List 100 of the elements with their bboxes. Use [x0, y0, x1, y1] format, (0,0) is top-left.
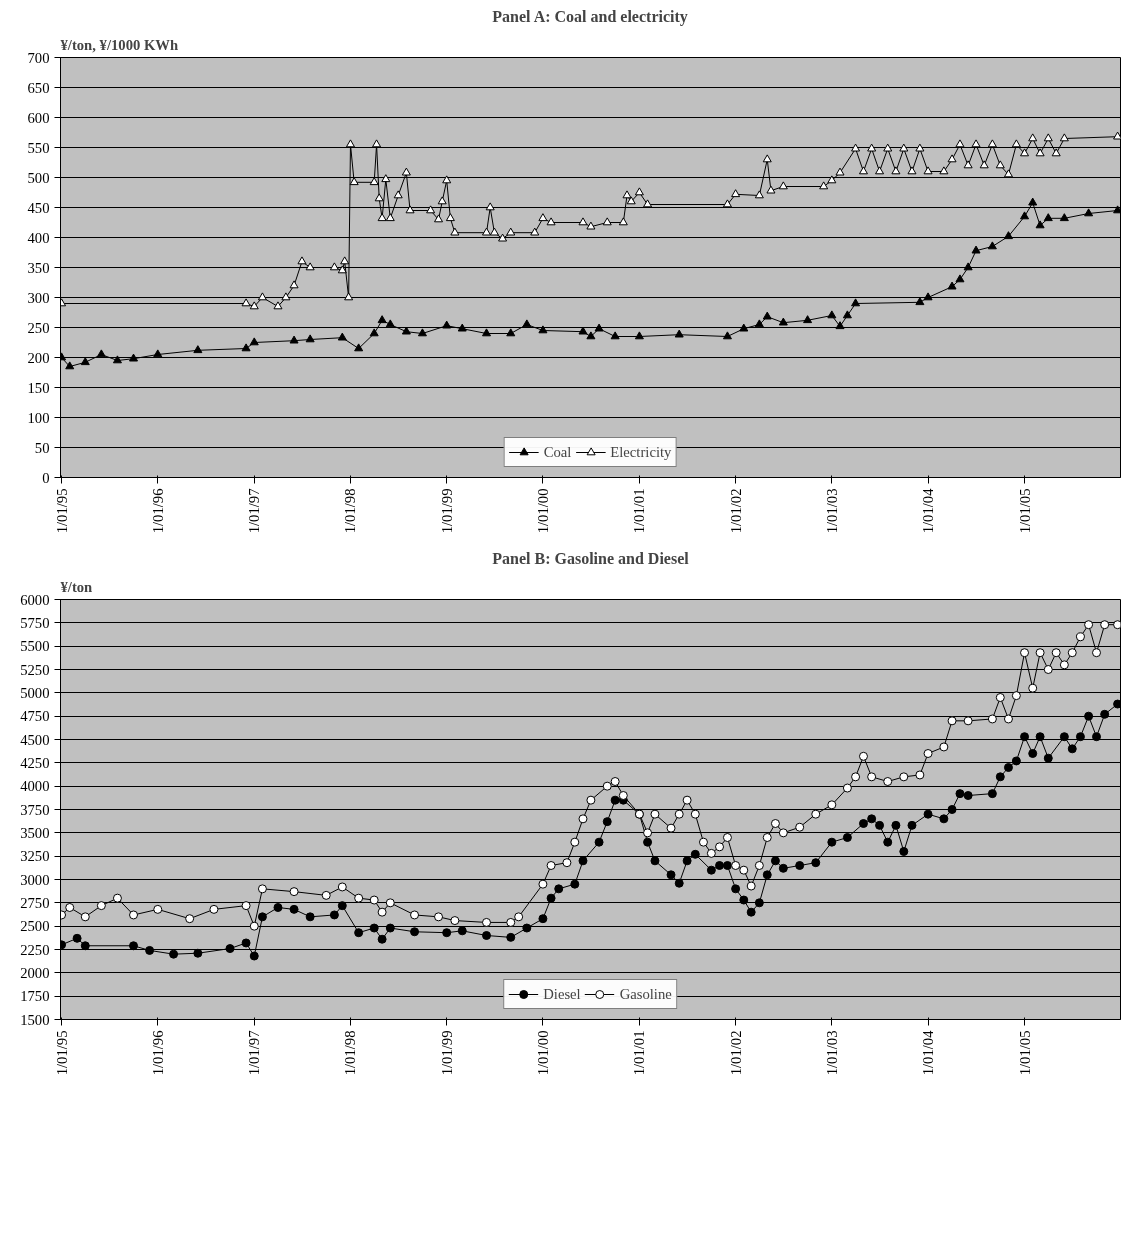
- x-tick-label: 1/01/97: [246, 1030, 263, 1076]
- point: [241, 343, 251, 352]
- y-tick-label: 0: [42, 469, 50, 486]
- point: [129, 353, 139, 362]
- point: [1035, 220, 1045, 229]
- y-axis-title: ¥/ton, ¥/1000 KWh: [60, 36, 179, 53]
- point: [778, 317, 788, 326]
- y-tick-label: 50: [34, 439, 50, 456]
- point: [112, 355, 122, 364]
- point: [289, 335, 299, 344]
- y-tick-label: 1750: [20, 988, 50, 1005]
- y-axis-title: ¥/ton: [60, 578, 93, 595]
- point: [193, 345, 203, 354]
- x-tick-label: 1/01/04: [920, 487, 937, 534]
- point: [634, 331, 644, 340]
- point: [354, 343, 364, 352]
- y-tick-label: 3000: [20, 871, 50, 888]
- y-tick-label: 2500: [20, 918, 50, 935]
- point: [610, 331, 620, 340]
- point: [369, 328, 379, 337]
- point: [457, 323, 467, 332]
- point: [987, 241, 997, 250]
- chart-title: Panel A: Coal and electricity: [492, 7, 688, 26]
- y-tick-label: 5250: [20, 661, 50, 678]
- y-tick-label: 400: [27, 229, 50, 246]
- point: [96, 349, 106, 358]
- y-tick-label: 2000: [20, 964, 50, 981]
- y-tick-label: 150: [27, 379, 50, 396]
- y-tick-label: 2250: [20, 941, 50, 958]
- point: [955, 274, 965, 283]
- point: [722, 331, 732, 340]
- legend-label: Electricity: [610, 443, 672, 461]
- point: [947, 281, 957, 290]
- point: [586, 331, 596, 340]
- x-tick-label: 1/01/99: [438, 488, 455, 534]
- x-tick-label: 1/01/98: [342, 488, 359, 534]
- legend-label: Coal: [543, 443, 572, 461]
- point: [1084, 208, 1094, 217]
- x-tick-label: 1/01/97: [246, 488, 263, 534]
- point: [803, 315, 813, 324]
- y-tick-label: 3250: [20, 848, 50, 865]
- y-tick-label: 4000: [20, 778, 50, 795]
- x-tick-label: 1/01/03: [823, 1030, 840, 1076]
- point: [1043, 213, 1053, 222]
- y-tick-label: 600: [27, 109, 50, 126]
- point: [153, 349, 163, 358]
- y-tick-label: 1500: [20, 1011, 50, 1028]
- point: [674, 329, 684, 338]
- point: [923, 292, 933, 301]
- point: [594, 323, 604, 332]
- point: [915, 297, 925, 306]
- x-tick-label: 1/01/04: [920, 1029, 937, 1076]
- point: [754, 319, 764, 328]
- y-tick-label: 4500: [20, 731, 50, 748]
- x-tick-label: 1/01/00: [534, 488, 551, 534]
- point: [1028, 197, 1038, 206]
- y-tick-label: 650: [27, 79, 50, 96]
- y-tick-label: 550: [27, 139, 50, 156]
- y-tick-label: 3500: [20, 824, 50, 841]
- point: [80, 357, 90, 366]
- y-tick-label: 3750: [20, 801, 50, 818]
- point: [1113, 205, 1121, 214]
- point: [851, 298, 861, 307]
- point: [827, 310, 837, 319]
- point: [249, 337, 259, 346]
- point: [65, 361, 75, 370]
- y-tick-label: 6000: [20, 591, 50, 608]
- y-tick-label: 300: [27, 289, 50, 306]
- chart-title: Panel B: Gasoline and Diesel: [492, 549, 690, 567]
- point: [442, 320, 452, 329]
- legend-label: Diesel: [543, 985, 581, 1003]
- point: [1003, 231, 1013, 240]
- y-tick-label: 250: [27, 319, 50, 336]
- y-tick-label: 2750: [20, 894, 50, 911]
- point: [835, 321, 845, 330]
- point: [337, 332, 347, 341]
- point: [385, 319, 395, 328]
- x-tick-label: 1/01/02: [727, 488, 744, 534]
- point: [305, 334, 315, 343]
- x-tick-label: 1/01/01: [631, 488, 648, 534]
- x-tick-label: 1/01/96: [149, 488, 166, 534]
- x-tick-label: 1/01/98: [342, 1030, 359, 1076]
- x-tick-label: 1/01/05: [1016, 1030, 1033, 1076]
- x-tick-label: 1/01/02: [727, 1030, 744, 1076]
- y-tick-label: 350: [27, 259, 50, 276]
- y-tick-label: 4250: [20, 754, 50, 771]
- point: [971, 245, 981, 254]
- x-tick-label: 1/01/96: [149, 1030, 166, 1076]
- point: [1059, 213, 1069, 222]
- x-tick-label: 1/01/99: [438, 1030, 455, 1076]
- y-tick-label: 5000: [20, 684, 50, 701]
- point: [739, 323, 749, 332]
- point: [1020, 211, 1030, 220]
- legend-label: Gasoline: [619, 985, 672, 1003]
- y-tick-label: 700: [27, 49, 50, 66]
- point: [417, 328, 427, 337]
- x-tick-label: 1/01/05: [1016, 488, 1033, 534]
- x-tick-label: 1/01/01: [631, 1030, 648, 1076]
- y-tick-label: 500: [27, 169, 50, 186]
- point: [506, 328, 516, 337]
